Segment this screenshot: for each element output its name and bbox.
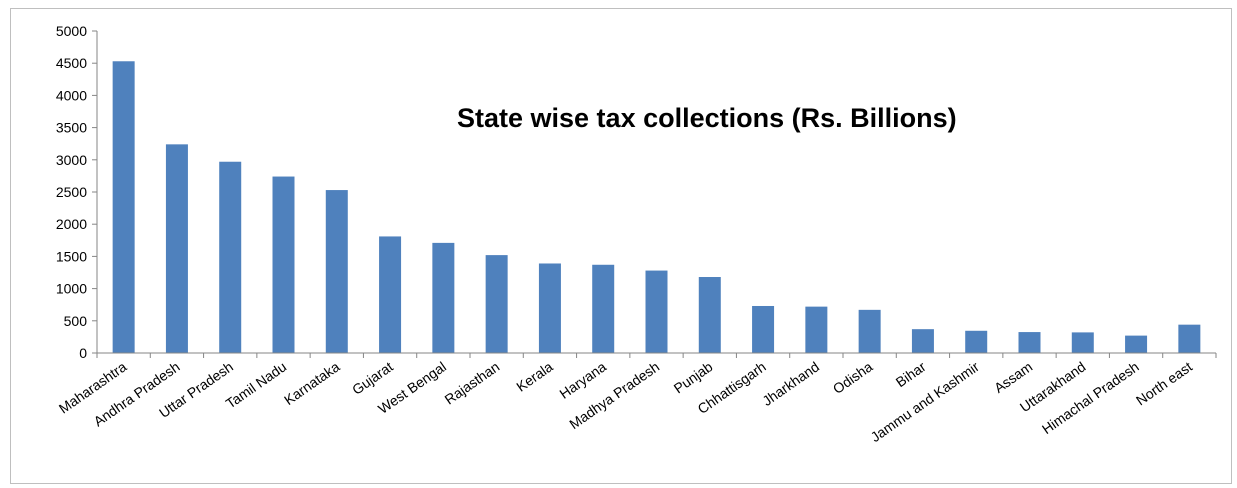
x-tick-label: Himachal Pradesh — [1039, 358, 1142, 437]
bar — [1071, 332, 1094, 353]
bar — [858, 309, 881, 353]
bar — [592, 264, 615, 353]
bar — [325, 190, 348, 353]
bar — [805, 306, 828, 353]
bar — [965, 330, 988, 353]
bar — [485, 255, 508, 353]
bar — [379, 236, 402, 353]
bar — [698, 277, 721, 353]
y-tick-label: 4500 — [56, 55, 87, 71]
bar — [432, 242, 455, 353]
bar — [1125, 335, 1148, 353]
bar — [112, 61, 135, 353]
y-tick-label: 4000 — [56, 87, 87, 103]
y-tick-label: 500 — [64, 313, 88, 329]
bar — [911, 329, 934, 353]
bar — [272, 176, 295, 353]
bar — [645, 270, 668, 353]
bar — [538, 263, 561, 353]
y-tick-label: 2000 — [56, 216, 87, 232]
chart-frame: 0 500 1000 1500 2000 2500 3000 3500 4000 4500 5000… — [10, 8, 1232, 484]
x-tick-label: Tamil Nadu — [223, 358, 290, 411]
y-tick-label: 3500 — [56, 120, 87, 136]
bar — [1178, 324, 1201, 353]
bar-chart: 0 500 1000 1500 2000 2500 3000 3500 4000 4500 5000… — [56, 23, 1217, 445]
y-tick-label: 1500 — [56, 248, 87, 264]
x-tick-label: Kerala — [513, 358, 556, 394]
x-tick-label: Gujarat — [349, 358, 396, 398]
x-tick-label: Karnataka — [281, 358, 343, 408]
bars — [112, 61, 1201, 353]
axes — [96, 31, 1217, 358]
x-tick-label: Punjab — [671, 358, 716, 396]
y-tick-label: 0 — [79, 345, 87, 361]
x-tick-label: Madhya Pradesh — [566, 358, 662, 432]
y-axis-ticks: 0 500 1000 1500 2000 2500 3000 3500 4000 4500 5000 — [56, 23, 97, 361]
x-tick-label: Rajasthan — [442, 358, 503, 407]
x-tick-label: Odisha — [830, 358, 876, 397]
bar — [165, 144, 188, 353]
y-tick-label: 5000 — [56, 23, 87, 39]
y-tick-label: 1000 — [56, 281, 87, 297]
bar — [219, 161, 242, 353]
x-tick-label: North east — [1133, 358, 1195, 408]
chart-title: State wise tax collections (Rs. Billions… — [457, 103, 957, 133]
x-tick-label: Assam — [991, 358, 1035, 396]
x-tick-label: Jharkhand — [759, 358, 822, 409]
bar — [1018, 332, 1041, 353]
y-tick-label: 2500 — [56, 184, 87, 200]
x-tick-label: Bihar — [893, 358, 929, 390]
bar — [752, 305, 775, 353]
y-tick-label: 3000 — [56, 152, 87, 168]
